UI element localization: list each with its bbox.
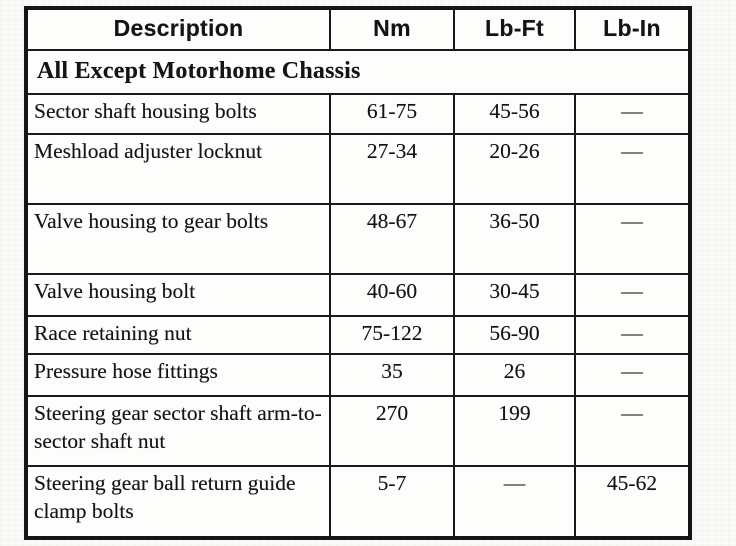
description-cell: Steering gear sector shaft arm-to-sector… — [25, 395, 331, 467]
lb-in-cell: — — [574, 133, 691, 205]
header-lb-in: Lb-In — [574, 7, 691, 51]
lb-in-cell: — — [574, 395, 691, 467]
lb-in-cell: — — [574, 273, 691, 317]
description-cell: Sector shaft housing bolts — [25, 93, 331, 135]
lb-ft-cell: 36-50 — [453, 203, 576, 275]
table-row: Pressure hose fittings 35 26 — — [25, 353, 691, 397]
nm-cell: 35 — [329, 353, 455, 397]
description-cell: Valve housing to gear bolts — [25, 203, 331, 275]
lb-in-cell: 45-62 — [574, 465, 691, 539]
table-row: Race retaining nut 75-122 56-90 — — [25, 315, 691, 355]
table-row: Valve housing bolt 40-60 30-45 — — [25, 273, 691, 317]
section-row: All Except Motorhome Chassis — [25, 49, 691, 95]
header-lb-ft: Lb-Ft — [453, 7, 576, 51]
description-cell: Meshload adjuster locknut — [25, 133, 331, 205]
nm-cell: 40-60 — [329, 273, 455, 317]
header-description: Description — [25, 7, 331, 51]
lb-ft-cell: 30-45 — [453, 273, 576, 317]
lb-in-cell: — — [574, 315, 691, 355]
table-row: Meshload adjuster locknut 27-34 20-26 — — [25, 133, 691, 205]
header-nm: Nm — [329, 7, 455, 51]
nm-cell: 48-67 — [329, 203, 455, 275]
description-cell: Race retaining nut — [25, 315, 331, 355]
lb-in-cell: — — [574, 353, 691, 397]
table-row: Valve housing to gear bolts 48-67 36-50 … — [25, 203, 691, 275]
table-row: Steering gear sector shaft arm-to-sector… — [25, 395, 691, 467]
lb-ft-cell: 45-56 — [453, 93, 576, 135]
description-cell: Valve housing bolt — [25, 273, 331, 317]
section-title: All Except Motorhome Chassis — [25, 49, 691, 95]
lb-ft-cell: 26 — [453, 353, 576, 397]
lb-ft-cell: 56-90 — [453, 315, 576, 355]
table-row: Steering gear ball return guide clamp bo… — [25, 465, 691, 539]
header-row: Description Nm Lb-Ft Lb-In — [25, 7, 691, 51]
description-cell: Pressure hose fittings — [25, 353, 331, 397]
table-row: Sector shaft housing bolts 61-75 45-56 — — [25, 93, 691, 135]
lb-in-cell: — — [574, 203, 691, 275]
description-cell: Steering gear ball return guide clamp bo… — [25, 465, 331, 539]
torque-spec-table: Description Nm Lb-Ft Lb-In All Except Mo… — [24, 6, 692, 540]
nm-cell: 61-75 — [329, 93, 455, 135]
nm-cell: 270 — [329, 395, 455, 467]
nm-cell: 5-7 — [329, 465, 455, 539]
nm-cell: 75-122 — [329, 315, 455, 355]
lb-ft-cell: 199 — [453, 395, 576, 467]
lb-ft-cell: — — [453, 465, 576, 539]
lb-ft-cell: 20-26 — [453, 133, 576, 205]
lb-in-cell: — — [574, 93, 691, 135]
nm-cell: 27-34 — [329, 133, 455, 205]
